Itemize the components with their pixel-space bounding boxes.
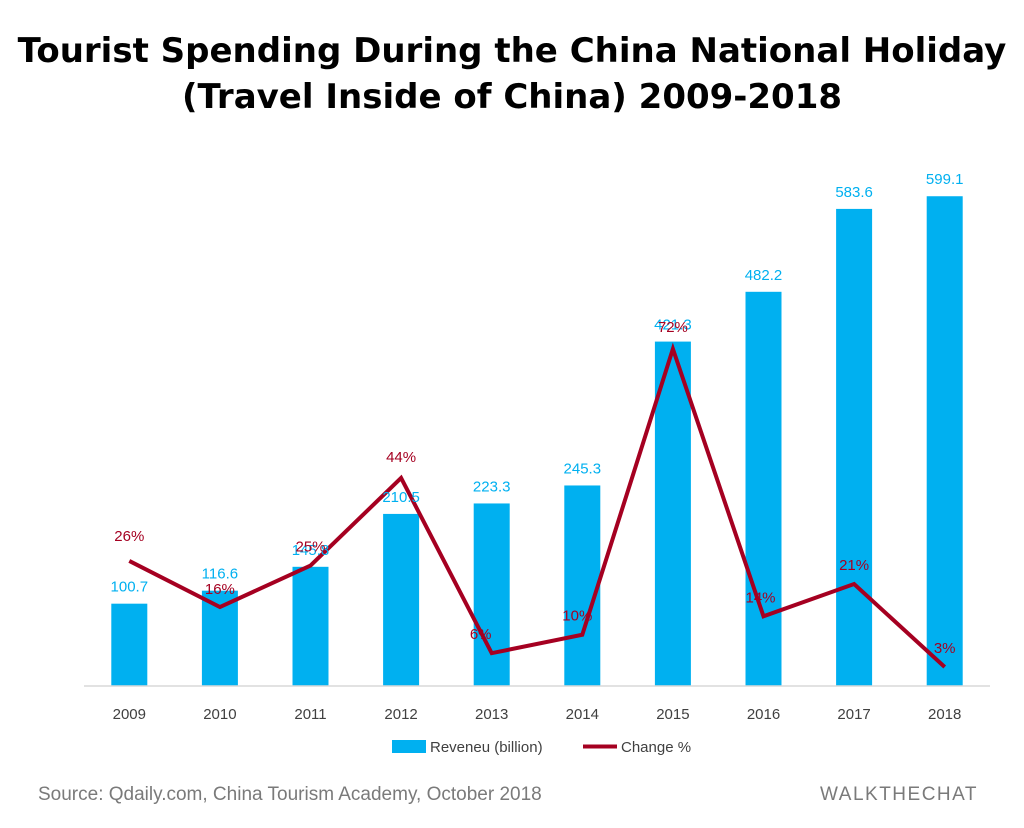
line-layer (128, 342, 947, 669)
chart-title: Tourist Spending During the China Nation… (0, 28, 1024, 120)
bar-value-label: 100.7 (111, 579, 149, 596)
x-tick-label: 2009 (113, 706, 146, 723)
x-tick-label: 2013 (475, 706, 508, 723)
change-value-label: 44% (386, 449, 416, 466)
bar-value-label: 116.6 (202, 566, 238, 583)
change-value-label: 6% (470, 626, 492, 643)
source-note: Source: Qdaily.com, China Tourism Academ… (38, 784, 542, 805)
bar-value-label: 583.6 (835, 184, 873, 201)
bar-2011 (292, 566, 329, 686)
bar-2012 (383, 513, 420, 686)
x-tick-label: 2014 (566, 706, 599, 723)
bar-2018 (926, 196, 963, 686)
labels-layer: 100.7 116.6 145.8 210.5 223.3 245.3 421.3 482.2… (111, 171, 964, 657)
bar-2016 (745, 291, 782, 686)
bar-2009 (111, 603, 148, 686)
change-value-label: 3% (934, 640, 956, 657)
bars-layer (111, 196, 963, 687)
change-value-label: 21% (839, 557, 869, 574)
bar-value-label: 482.2 (745, 267, 783, 284)
bar-value-label: 210.5 (382, 489, 420, 506)
change-value-label: 10% (562, 608, 592, 625)
change-value-label: 72% (658, 319, 688, 336)
chart-title-line-2: (Travel Inside of China) 2009-2018 (181, 77, 843, 117)
bar-2014 (564, 485, 601, 686)
x-tick-label: 2010 (203, 706, 236, 723)
change-value-label: 26% (114, 528, 144, 545)
bar-value-label: 245.3 (564, 460, 602, 477)
bar-2017 (836, 208, 873, 687)
x-tick-labels: 2009 2010 2011 2012 2013 2014 2015 2016 2017 2018 (113, 706, 962, 723)
legend-label-change: Change % (621, 739, 691, 756)
bar-value-label: 223.3 (473, 478, 511, 495)
x-tick-label: 2016 (747, 706, 780, 723)
bar-value-label: 599.1 (926, 171, 964, 188)
x-tick-label: 2011 (294, 706, 326, 723)
x-tick-label: 2012 (384, 706, 417, 723)
bar-2013 (473, 503, 510, 686)
change-value-label: 14% (745, 589, 775, 606)
change-value-label: 25% (295, 539, 325, 556)
brand-logo-text: WALKTHECHAT (820, 784, 978, 805)
change-line (128, 342, 947, 669)
x-tick-label: 2017 (837, 706, 870, 723)
legend: Reveneu (billion) Change % (392, 739, 691, 756)
bar-value-label: 421.3 (654, 317, 692, 334)
legend-label-revenue: Reveneu (billion) (430, 739, 543, 756)
x-tick-label: 2018 (928, 706, 961, 723)
x-tick-label: 2015 (656, 706, 689, 723)
legend-swatch-revenue (392, 740, 426, 753)
bar-2015 (654, 341, 691, 686)
change-value-label: 16% (205, 581, 235, 598)
bar-value-label: 145.8 (292, 542, 330, 559)
chart-title-line-1: Tourist Spending During the China Nation… (17, 31, 1007, 71)
